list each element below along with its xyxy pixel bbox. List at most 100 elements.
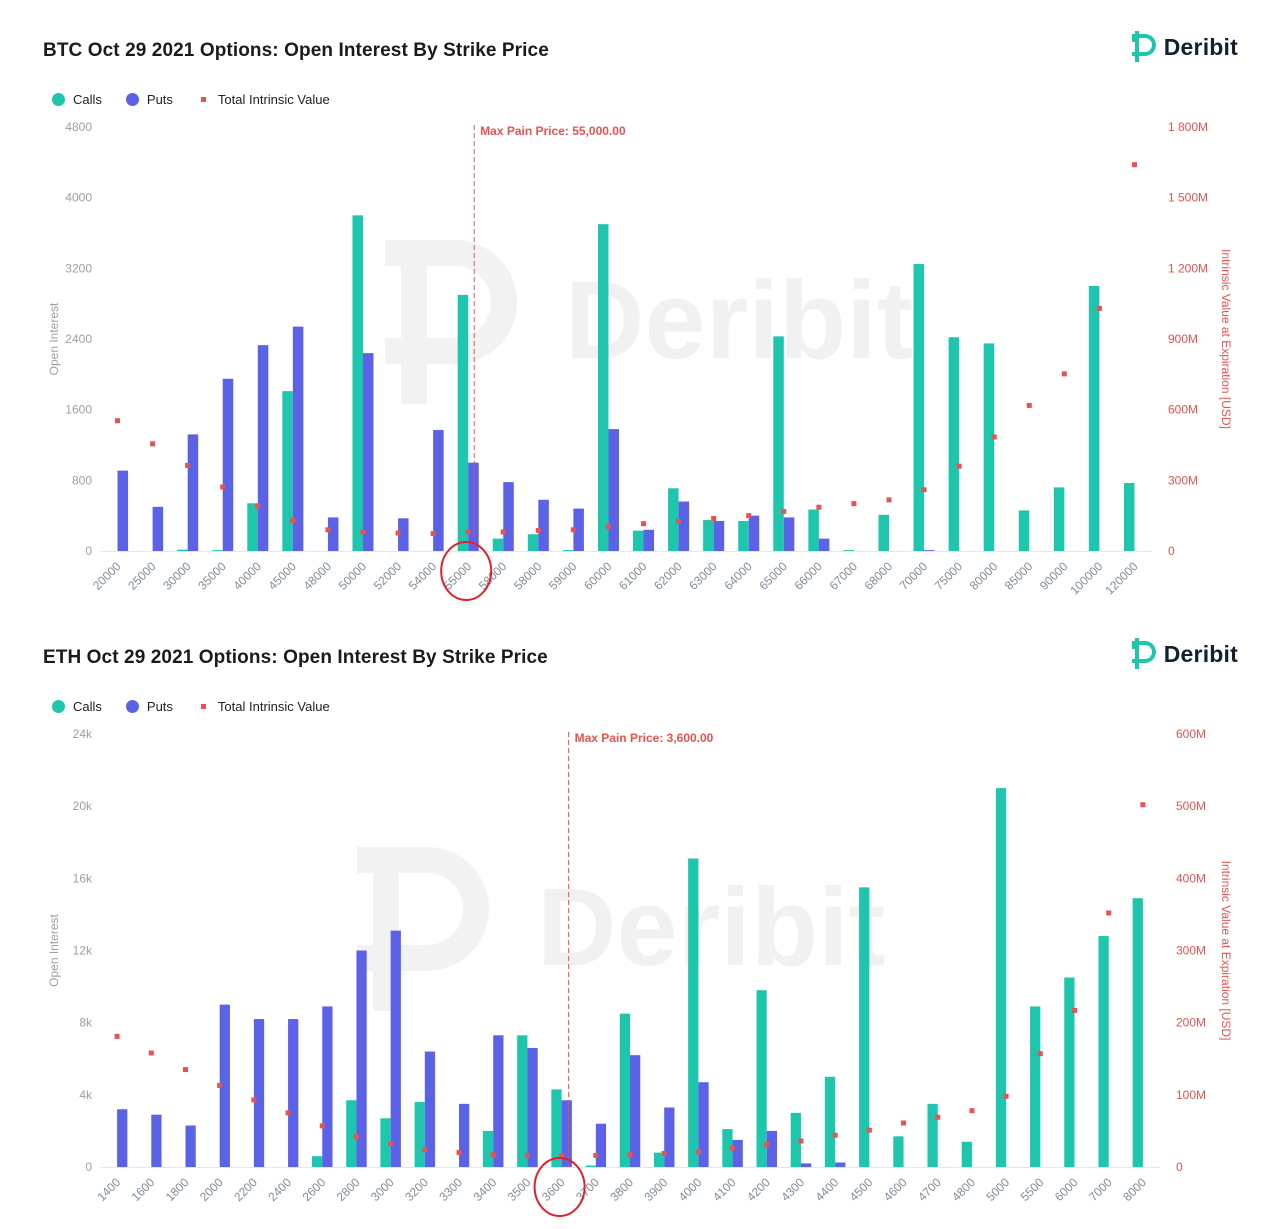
x-tick-label: 6000 [1052,1175,1081,1204]
x-tick-label: 3300 [436,1175,465,1204]
puts-bar [698,1082,709,1167]
intrinsic-point [730,1145,736,1151]
x-tick-label: 65000 [756,559,790,593]
intrinsic-swatch [200,97,206,102]
y2-tick-label: 500M [1176,799,1206,813]
legend-item-calls[interactable]: Calls [52,92,102,107]
puts-bar [924,550,935,551]
x-tick-label: 30000 [160,559,194,593]
calls-bar [756,990,767,1167]
y2-tick-label: 900M [1168,332,1198,346]
y-tick-label: 16k [73,871,93,885]
puts-swatch [125,93,139,106]
calls-bar [619,1013,630,1167]
intrinsic-point [456,1150,462,1156]
calls-bar [414,1102,425,1167]
puts-bar [493,1035,504,1167]
x-tick-label: 4200 [744,1175,773,1204]
y2-tick-label: 600M [1168,403,1198,417]
calls-bar [961,1141,972,1167]
intrinsic-point [150,441,156,447]
intrinsic-point [746,513,752,519]
legend-item-intrinsic[interactable]: Total Intrinsic Value [197,699,330,714]
y-tick-label: 4000 [65,191,92,205]
y2-tick-label: 0 [1168,544,1175,558]
max-pain-highlight-circle [440,541,493,601]
legend-item-calls[interactable]: Calls [52,699,102,714]
puts-bar [503,482,514,551]
intrinsic-point [182,1067,188,1073]
intrinsic-point [1026,402,1032,408]
y-tick-label: 20k [73,799,93,813]
watermark-icon [357,847,489,1011]
eth-chart-plot: Deribit 0 4k 8k 12k 16k 20k 24k 0 100M 200M 300M 400… [47,727,1233,1217]
calls-bar [1018,510,1030,551]
puts-bar [800,1163,812,1167]
x-tick-label: 2400 [265,1175,294,1204]
legend-label-intrinsic: Total Intrinsic Value [217,699,330,714]
puts-bar [292,326,304,551]
x-tick-label: 7000 [1086,1175,1115,1204]
puts-bar [433,429,444,551]
x-tick-label: 68000 [862,559,896,593]
intrinsic-point [695,1149,701,1155]
y2-tick-label: 1 200M [1168,261,1208,275]
intrinsic-point [570,527,576,533]
intrinsic-point [353,1134,359,1140]
deribit-logo: Deribit [1126,30,1238,64]
deribit-logo-text: Deribit [1163,33,1238,60]
calls-bar [551,1089,562,1167]
calls-bar [1088,286,1100,551]
legend-item-intrinsic[interactable]: Total Intrinsic Value [197,92,330,107]
calls-bar [282,391,293,551]
intrinsic-point [1140,802,1146,808]
calls-bar [983,343,995,551]
puts-bar [664,1107,675,1167]
intrinsic-point [395,530,401,536]
intrinsic-point [319,1123,325,1129]
intrinsic-swatch [200,704,206,709]
y2-tick-label: 1 500M [1168,191,1208,205]
x-tick-label: 80000 [967,559,1001,593]
intrinsic-point [1131,162,1137,168]
x-tick-label: 3700 [573,1175,602,1204]
legend-item-puts[interactable]: Puts [125,92,173,107]
calls-bar [773,336,784,551]
x-tick-label: 64000 [721,559,755,593]
puts-bar [527,1047,538,1167]
calls-bar [346,1100,357,1167]
intrinsic-point [559,1153,565,1159]
calls-bar [633,530,644,551]
y-tick-label: 800 [72,473,92,487]
chart-legend: Calls Puts Total Intrinsic Value [52,92,354,107]
x-tick-label: 45000 [265,559,299,593]
intrinsic-point [969,1108,975,1114]
calls-bar [562,550,574,551]
y2-tick-label: 300M [1176,944,1206,958]
puts-bar [732,1139,743,1167]
puts-bar [595,1123,607,1167]
calls-bar [927,1103,938,1167]
calls-bar [790,1112,801,1167]
puts-bar [678,501,690,551]
intrinsic-point [490,1152,496,1158]
puts-bar [608,429,619,551]
intrinsic-point [676,518,682,524]
btc-chart-plot: Deribit0800160024003200400048000300M600M… [47,120,1233,601]
puts-bar [818,538,830,551]
puts-bar [152,506,164,551]
deribit-logo-icon [1131,31,1156,62]
intrinsic-point [764,1142,770,1148]
puts-bar [468,462,479,551]
puts-bar [356,950,367,1167]
x-tick-label: 48000 [301,559,335,593]
calls-bar [948,337,960,551]
calls-bar [1030,1006,1041,1167]
x-tick-label: 2000 [197,1175,226,1204]
calls-swatch [52,700,65,713]
x-tick-label: 1600 [129,1175,158,1204]
legend-item-puts[interactable]: Puts [125,699,173,714]
legend-label-intrinsic: Total Intrinsic Value [217,92,330,107]
calls-bar [1132,898,1143,1167]
intrinsic-point [886,497,892,503]
